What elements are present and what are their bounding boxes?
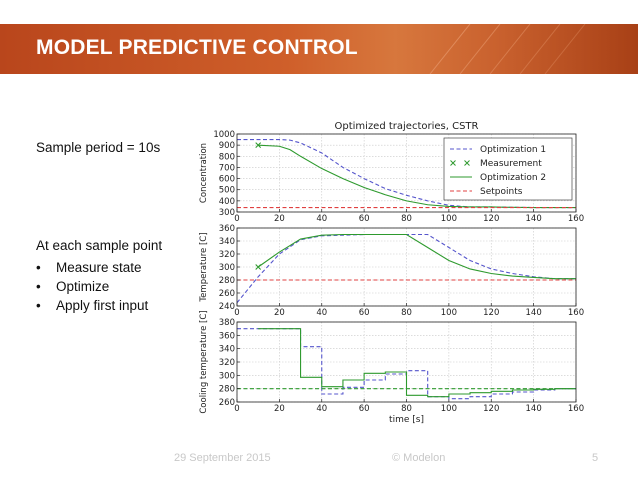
slide-title: MODEL PREDICTIVE CONTROL: [36, 36, 358, 59]
y-tick-label: 360: [219, 224, 235, 234]
cstr-trajectory-chart: 0 20 40 60 80 100 120 140 1603004005006007008009…: [199, 121, 584, 424]
bullet-text: Measure state: [56, 260, 142, 275]
bullet-item: • Apply first input: [36, 296, 148, 315]
x-tick-label: 100: [441, 214, 457, 224]
sample-point-heading: At each sample point: [36, 238, 163, 253]
y-tick-label: 260: [219, 398, 235, 408]
series-line-optimization-1: [237, 328, 576, 400]
y-tick-label: 240: [219, 302, 235, 312]
x-tick-label: 40: [316, 308, 327, 318]
y-tick-label: 280: [219, 385, 235, 395]
y-tick-label: 600: [219, 175, 235, 185]
x-tick-label: 120: [483, 308, 499, 318]
x-tick-label: 20: [274, 214, 285, 224]
bullet-item: • Measure state: [36, 258, 148, 277]
x-tick-label: 80: [401, 404, 412, 414]
y-axis-label: Temperature [C]: [199, 232, 209, 302]
x-tick-label: 140: [526, 404, 542, 414]
y-tick-label: 380: [219, 318, 235, 328]
bullet-marker: •: [36, 260, 41, 275]
x-tick-label: 60: [359, 214, 370, 224]
legend-label: Measurement: [480, 159, 542, 169]
y-tick-label: 320: [219, 358, 235, 368]
y-tick-label: 400: [219, 197, 235, 207]
x-tick-label: 120: [483, 404, 499, 414]
y-tick-label: 500: [219, 186, 235, 196]
footer-company: © Modelon: [392, 452, 446, 464]
y-axis-label: Concentration: [199, 143, 209, 203]
y-tick-label: 300: [219, 263, 235, 273]
x-tick-label: 60: [359, 404, 370, 414]
legend-label: Setpoints: [480, 187, 523, 197]
legend-label: Optimization 1: [480, 145, 546, 155]
y-tick-label: 900: [219, 141, 235, 151]
x-tick-label: 20: [274, 308, 285, 318]
y-tick-label: 300: [219, 208, 235, 218]
banner-decoration: [429, 24, 586, 74]
x-tick-label: 60: [359, 308, 370, 318]
bullet-text: Optimize: [56, 279, 110, 294]
legend-marker: [464, 160, 470, 166]
y-tick-label: 360: [219, 331, 235, 341]
x-tick-label: 120: [483, 214, 499, 224]
y-axis-label: Cooling temperature [C]: [199, 310, 209, 413]
x-axis-label: time [s]: [389, 415, 424, 424]
y-tick-label: 260: [219, 289, 235, 299]
y-tick-label: 280: [219, 276, 235, 286]
x-tick-label: 140: [526, 308, 542, 318]
legend-box: [443, 137, 573, 201]
page-number: 5: [592, 452, 599, 464]
title-banner: MODEL PREDICTIVE CONTROL: [0, 24, 638, 74]
y-tick-label: 300: [219, 371, 235, 381]
y-tick-label: 700: [219, 163, 235, 173]
bullet-marker: •: [36, 279, 41, 294]
x-tick-label: 0: [234, 214, 239, 224]
bullet-text: Apply first input: [56, 298, 149, 313]
x-tick-label: 160: [568, 308, 584, 318]
chart-title: Optimized trajectories, CSTR: [335, 121, 479, 132]
y-tick-label: 800: [219, 152, 235, 162]
y-tick-label: 340: [219, 345, 235, 355]
x-tick-label: 40: [316, 404, 327, 414]
series-line-optimization-2: [257, 233, 576, 280]
x-tick-label: 0: [234, 404, 239, 414]
x-tick-label: 80: [401, 214, 412, 224]
bullet-list: • Measure state • Optimize • Apply first in…: [36, 258, 148, 315]
x-tick-label: 0: [234, 308, 239, 318]
legend-label: Optimization 2: [480, 173, 546, 183]
bullet-item: • Optimize: [36, 277, 148, 296]
series-line-optimization-2: [258, 328, 576, 398]
x-tick-label: 140: [526, 214, 542, 224]
x-tick-label: 80: [401, 308, 412, 318]
sample-period-text: Sample period = 10s: [36, 140, 161, 155]
x-tick-label: 100: [441, 308, 457, 318]
y-tick-label: 340: [219, 237, 235, 247]
x-tick-label: 160: [568, 404, 584, 414]
y-tick-label: 320: [219, 250, 235, 260]
y-tick-label: 1000: [213, 130, 235, 140]
legend-marker: [450, 160, 456, 166]
bullet-marker: •: [36, 298, 41, 313]
x-tick-label: 160: [568, 214, 584, 224]
x-tick-label: 40: [316, 214, 327, 224]
x-tick-label: 100: [441, 404, 457, 414]
x-tick-label: 20: [274, 404, 285, 414]
footer-date: 29 September 2015: [174, 452, 271, 464]
